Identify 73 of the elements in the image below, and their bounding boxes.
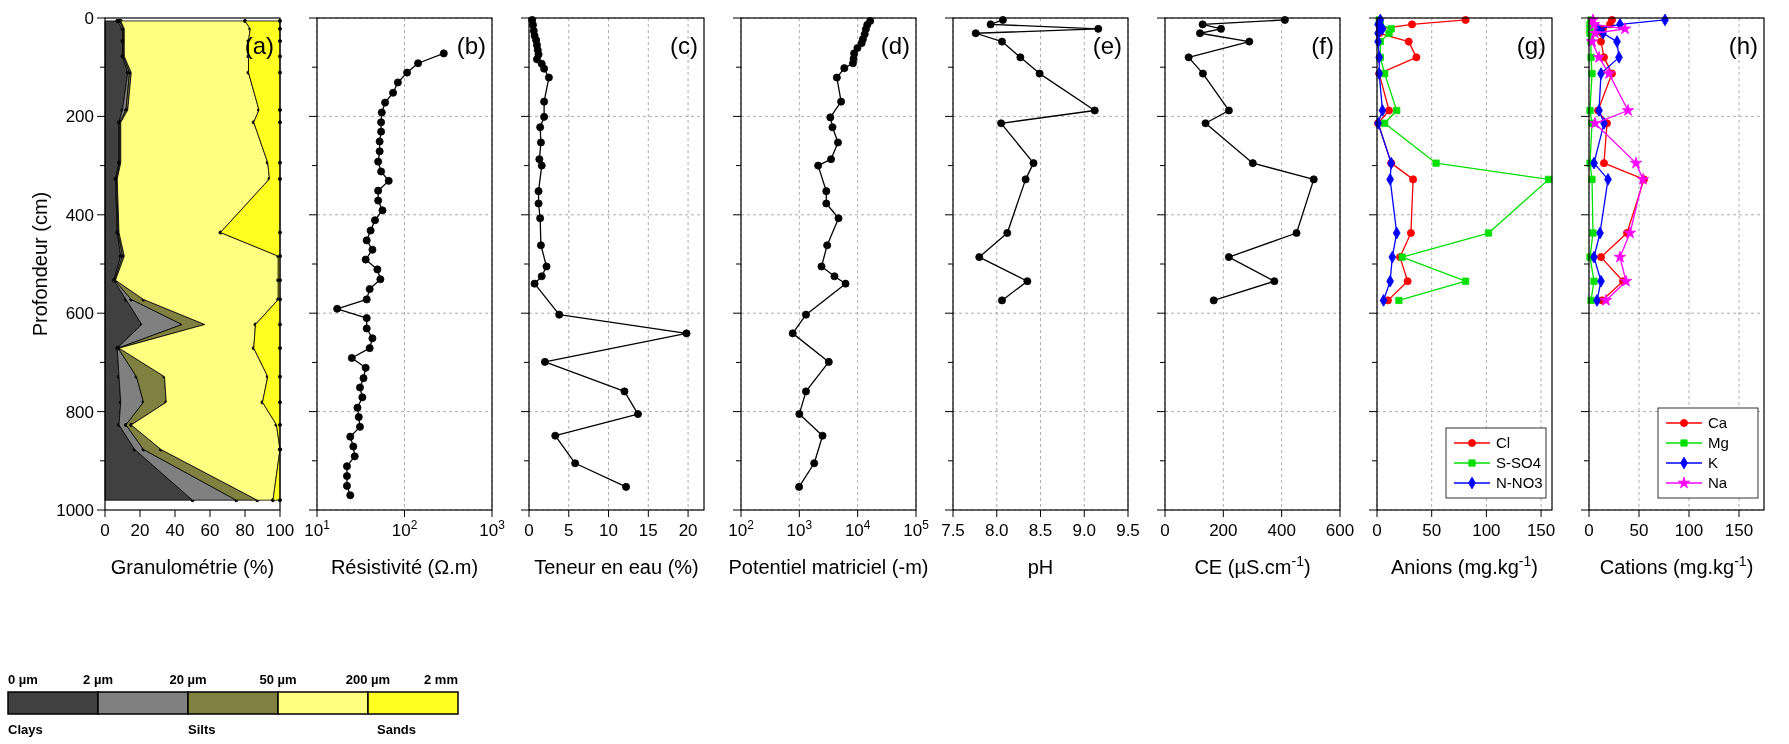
annotation: (f) (1311, 32, 1334, 59)
y-tick-label: 800 (65, 402, 94, 422)
x-tick-label: 80 (235, 521, 255, 540)
legend-label: N-NO3 (1496, 474, 1543, 491)
x-tick-label: 50 (1629, 521, 1649, 540)
x-axis-title: Teneur en eau (%) (534, 556, 699, 578)
text: Clays (8, 722, 43, 737)
x-tick-label: 10$^{2}$ (391, 518, 418, 540)
x-tick-label: 150 (1526, 521, 1556, 540)
x-tick-label: 100 (265, 521, 295, 540)
x-tick-label: 0 (1372, 521, 1382, 540)
x-tick-label: 0 (100, 521, 110, 540)
x-tick-label: 10$^{4}$ (844, 518, 871, 540)
x-axis-title: Granulométrie (%) (110, 556, 275, 578)
x-tick-label: 10$^{5}$ (903, 518, 930, 540)
text: Silts (188, 722, 216, 737)
legend-label: Mg (1708, 434, 1729, 451)
y-tick-label: 600 (65, 304, 94, 324)
x-tick-label: 0 (1160, 521, 1170, 540)
x-tick-label: 10 (599, 521, 619, 540)
x-tick-label: 600 (1325, 521, 1355, 540)
y-tick-label: 1000 (56, 501, 94, 520)
x-tick-label: 10$^{3}$ (479, 518, 506, 540)
legend-label: Na (1708, 474, 1728, 491)
y-tick-label: 0 (84, 9, 94, 28)
annotation: (e) (1092, 32, 1122, 59)
x-tick-label: 5 (564, 521, 574, 540)
x-axis-title: Potentiel matriciel (-m) (728, 556, 929, 578)
text: 2 µm (83, 672, 113, 687)
x-tick-label: 150 (1724, 521, 1754, 540)
x-tick-label: 0 (524, 521, 534, 540)
annotation: (h) (1728, 32, 1758, 59)
x-tick-label: 400 (1267, 521, 1296, 540)
annotation: (b) (456, 32, 486, 59)
x-tick-label: 200 (1209, 521, 1238, 540)
x-axis-title: Cations (mg.kg$^{-1}$) (1599, 553, 1754, 578)
legend-label: Ca (1708, 414, 1728, 431)
x-tick-label: 15 (638, 521, 658, 540)
x-tick-label: 7.5 (941, 521, 965, 540)
x-tick-label: 0 (1584, 521, 1594, 540)
x-tick-label: 9.0 (1072, 521, 1097, 540)
annotation: (d) (880, 32, 910, 59)
x-tick-label: 10$^{2}$ (728, 518, 755, 540)
text: 0 µm (8, 672, 38, 687)
text: 20 µm (169, 672, 207, 687)
text: 50 µm (259, 672, 297, 687)
x-axis-title: CE (µS.cm$^{-1}$) (1194, 553, 1311, 578)
legend-label: S-SO4 (1496, 454, 1542, 471)
x-axis-title: Résistivité (Ω.m) (330, 556, 479, 578)
x-axis-title: pH (1027, 556, 1054, 578)
x-tick-label: 9.5 (1116, 521, 1140, 540)
x-tick-label: 100 (1472, 521, 1501, 540)
x-tick-label: 60 (200, 521, 220, 540)
text: Sands (377, 722, 417, 737)
x-tick-label: 20 (678, 521, 698, 540)
x-tick-label: 50 (1422, 521, 1442, 540)
x-tick-label: 8.0 (984, 521, 1009, 540)
legend-label: Cl (1496, 434, 1511, 451)
x-tick-label: 8.5 (1028, 521, 1053, 540)
x-tick-label: 10$^{3}$ (786, 518, 813, 540)
annotation: (c) (670, 32, 698, 59)
text: 200 µm (345, 672, 391, 687)
y-tick-label: 200 (65, 107, 94, 127)
y-axis-title: Profondeur (cm) (29, 191, 51, 337)
x-tick-label: 10$^{1}$ (304, 518, 331, 540)
x-tick-label: 20 (130, 521, 150, 540)
x-tick-label: 100 (1674, 521, 1704, 540)
x-tick-label: 40 (165, 521, 185, 540)
y-tick-label: 400 (65, 205, 94, 225)
legend-label: K (1708, 454, 1719, 471)
x-axis-title: Anions (mg.kg$^{-1}$) (1391, 553, 1538, 578)
annotation: (g) (1516, 32, 1546, 59)
text: 2 mm (424, 672, 458, 687)
